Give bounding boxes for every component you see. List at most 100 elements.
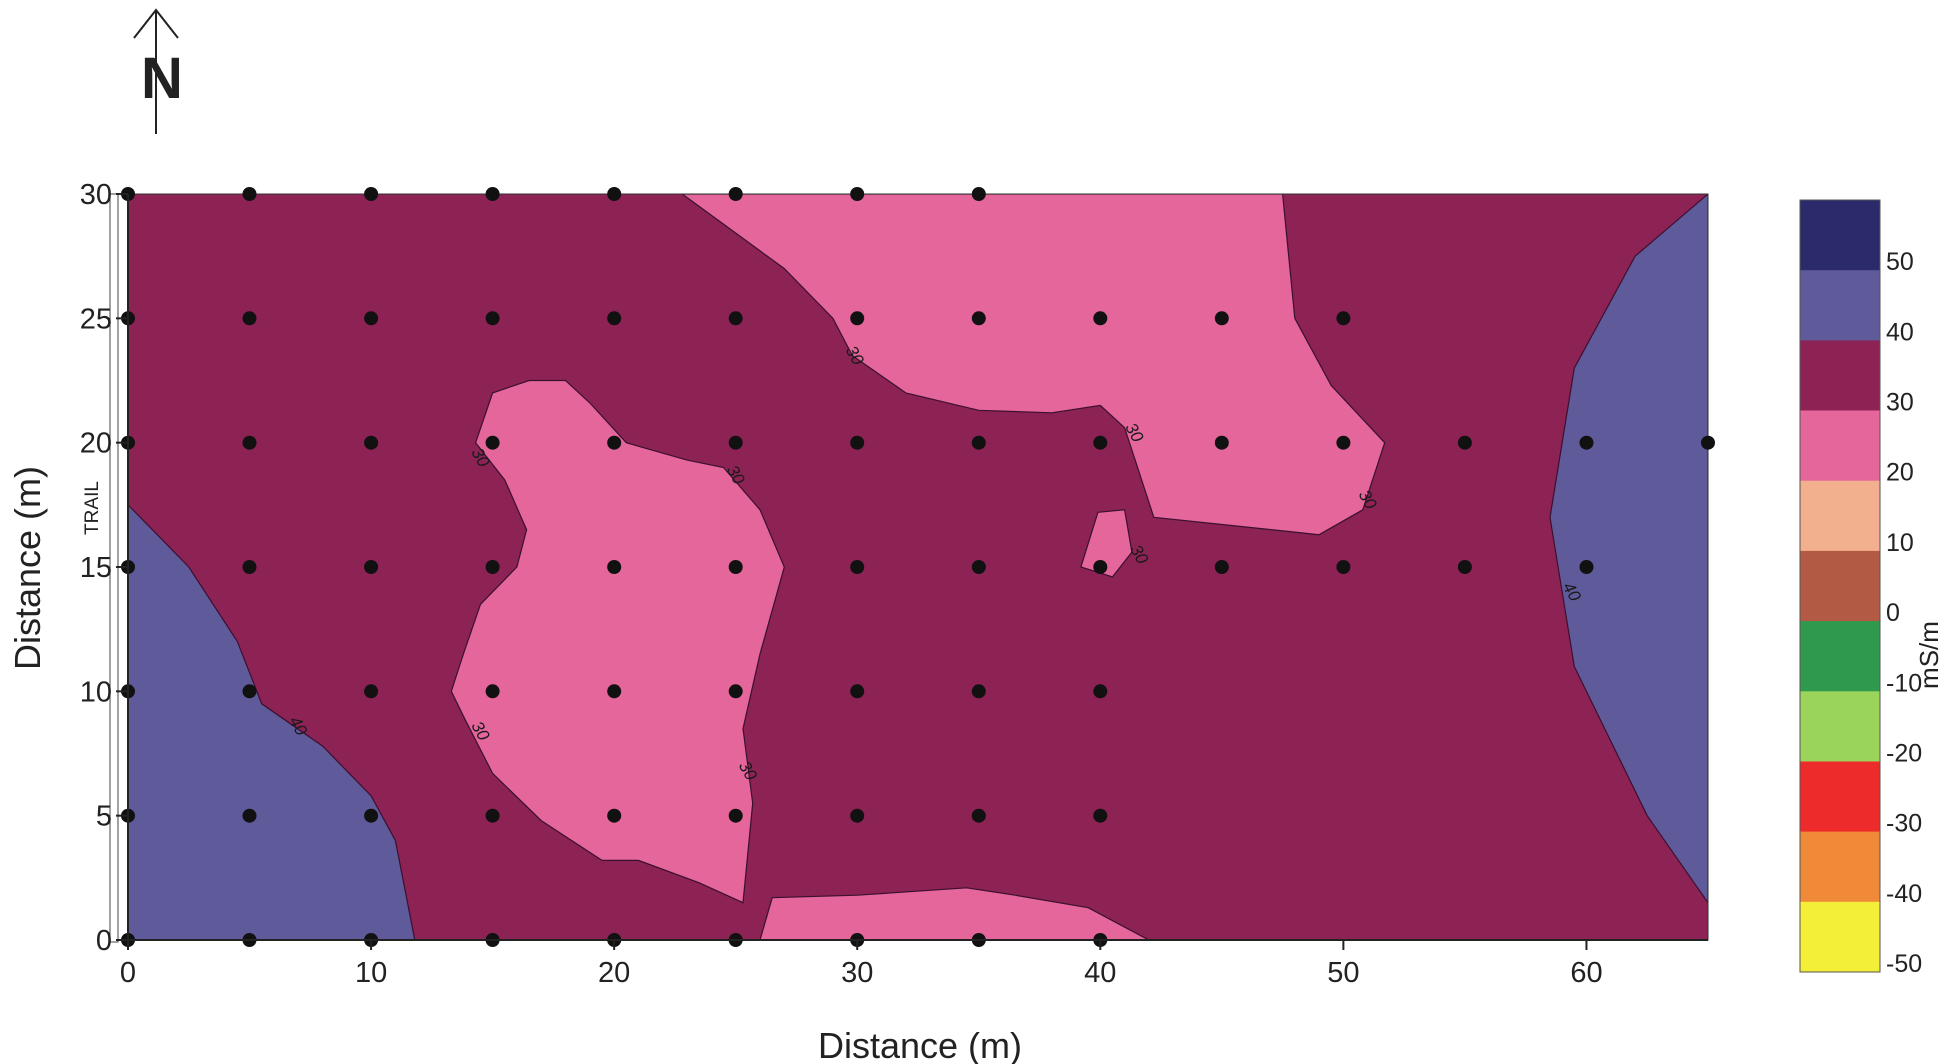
color-bar: 50 40 30 20 10 0 -10 -20 -30 -40 -50 [1799, 199, 1922, 978]
y-tick-label: 15 [80, 552, 112, 584]
y-tick-label: 5 [96, 801, 112, 833]
color-bar-label: -20 [1886, 740, 1922, 768]
sample-point [850, 435, 865, 450]
sample-point [485, 808, 500, 823]
contour-region-0 [128, 503, 416, 940]
north-label: N [141, 46, 183, 111]
x-axis-label: Distance (m) [818, 1025, 1022, 1064]
sample-point [1336, 311, 1351, 326]
y-tick-label: 20 [80, 428, 112, 460]
sample-point [607, 187, 622, 201]
sample-point [971, 808, 986, 823]
north-arrow: N [133, 8, 183, 134]
color-bar-bin [1800, 200, 1880, 271]
sample-point [364, 435, 379, 450]
color-bar-bin [1800, 270, 1880, 341]
color-bar-bin [1800, 480, 1880, 552]
x-tick-label: 10 [355, 957, 387, 989]
contour-region-2 [681, 194, 1386, 536]
color-bar-frame [1799, 199, 1881, 973]
sample-point [971, 435, 986, 450]
y-tick-label: 25 [80, 303, 112, 335]
sample-point [850, 808, 865, 823]
sample-point [242, 560, 257, 574]
color-bar-bin [1800, 410, 1880, 482]
sample-point [971, 311, 986, 326]
sample-point [485, 311, 500, 326]
sample-point [850, 684, 865, 699]
contour-regions [128, 194, 1708, 940]
north-arrow-head [133, 8, 179, 39]
x-axis: 0 10 20 30 40 50 60 [120, 939, 1708, 989]
sample-point [1336, 435, 1351, 450]
sample-point [850, 560, 865, 574]
sample-point [728, 311, 743, 326]
sample-point [1579, 435, 1594, 450]
sample-point [607, 684, 622, 699]
sample-point [1214, 560, 1229, 574]
color-bar-bin [1800, 901, 1880, 973]
sample-point [364, 808, 379, 823]
sample-point [364, 187, 379, 201]
x-tick-label: 40 [1084, 957, 1116, 989]
sample-point [971, 684, 986, 699]
sample-point [242, 311, 257, 326]
color-bar-bin [1800, 831, 1880, 903]
sample-point [364, 311, 379, 326]
sample-point [242, 684, 257, 699]
color-bar-label: -30 [1886, 810, 1922, 838]
sample-point [364, 684, 379, 699]
color-bar-label: -40 [1886, 880, 1922, 908]
sample-point [485, 560, 500, 574]
sample-point [1093, 435, 1108, 450]
sample-point [242, 808, 257, 823]
sample-point [1457, 435, 1472, 450]
contour-region-3 [450, 379, 785, 904]
sample-points [121, 187, 1715, 947]
color-bar-bin [1800, 340, 1880, 412]
sample-point [607, 808, 622, 823]
sample-point [971, 560, 986, 574]
sample-point [1701, 435, 1715, 450]
color-bar-bin [1800, 550, 1880, 622]
color-bar-label: -50 [1886, 950, 1922, 978]
color-bar-label: 0 [1886, 599, 1900, 627]
y-tick-label: 30 [80, 179, 112, 211]
sample-point [728, 808, 743, 823]
color-bar-label: -10 [1886, 669, 1922, 697]
contour-region-4 [1080, 509, 1133, 578]
sample-point [364, 560, 379, 574]
color-bar-bin [1800, 691, 1880, 762]
x-tick-label: 60 [1570, 957, 1602, 989]
x-tick-label: 30 [841, 957, 873, 989]
color-bar-label: 50 [1886, 248, 1914, 276]
color-bar-bin [1800, 761, 1880, 833]
trail-label: TRAIL [82, 481, 103, 535]
sample-point [485, 684, 500, 699]
sample-point [1093, 684, 1108, 699]
color-bar-label: 40 [1886, 318, 1914, 346]
contour-region-1 [1549, 194, 1708, 904]
color-bar-bin [1800, 621, 1880, 692]
contour-region-5 [759, 887, 1150, 940]
sample-point [607, 435, 622, 450]
sample-point [728, 435, 743, 450]
sample-point [607, 560, 622, 574]
sample-point [1214, 435, 1229, 450]
y-axis: 0 5 10 15 20 25 30 [80, 179, 129, 957]
sample-point [728, 560, 743, 574]
sample-point [850, 311, 865, 326]
sample-point [607, 311, 622, 326]
sample-point [1093, 560, 1108, 574]
y-tick-label: 10 [80, 676, 112, 708]
x-tick-label: 50 [1327, 957, 1359, 989]
color-bar-label: 10 [1886, 529, 1914, 557]
sample-point [1093, 808, 1108, 823]
sample-point [242, 435, 257, 450]
sample-point [1093, 311, 1108, 326]
sample-point [1336, 560, 1351, 574]
sample-point [728, 187, 743, 201]
color-bar-unit: mS/m [1914, 621, 1944, 689]
sample-point [850, 187, 865, 201]
